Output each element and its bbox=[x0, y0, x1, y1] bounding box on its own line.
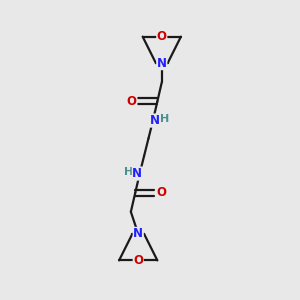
Text: O: O bbox=[127, 95, 137, 108]
Text: N: N bbox=[133, 227, 143, 240]
Text: N: N bbox=[150, 114, 160, 127]
Text: O: O bbox=[133, 254, 143, 267]
Text: O: O bbox=[156, 186, 166, 199]
Text: O: O bbox=[157, 30, 167, 43]
Text: H: H bbox=[160, 114, 169, 124]
Text: N: N bbox=[157, 57, 167, 70]
Text: N: N bbox=[132, 167, 142, 180]
Text: H: H bbox=[124, 167, 133, 177]
